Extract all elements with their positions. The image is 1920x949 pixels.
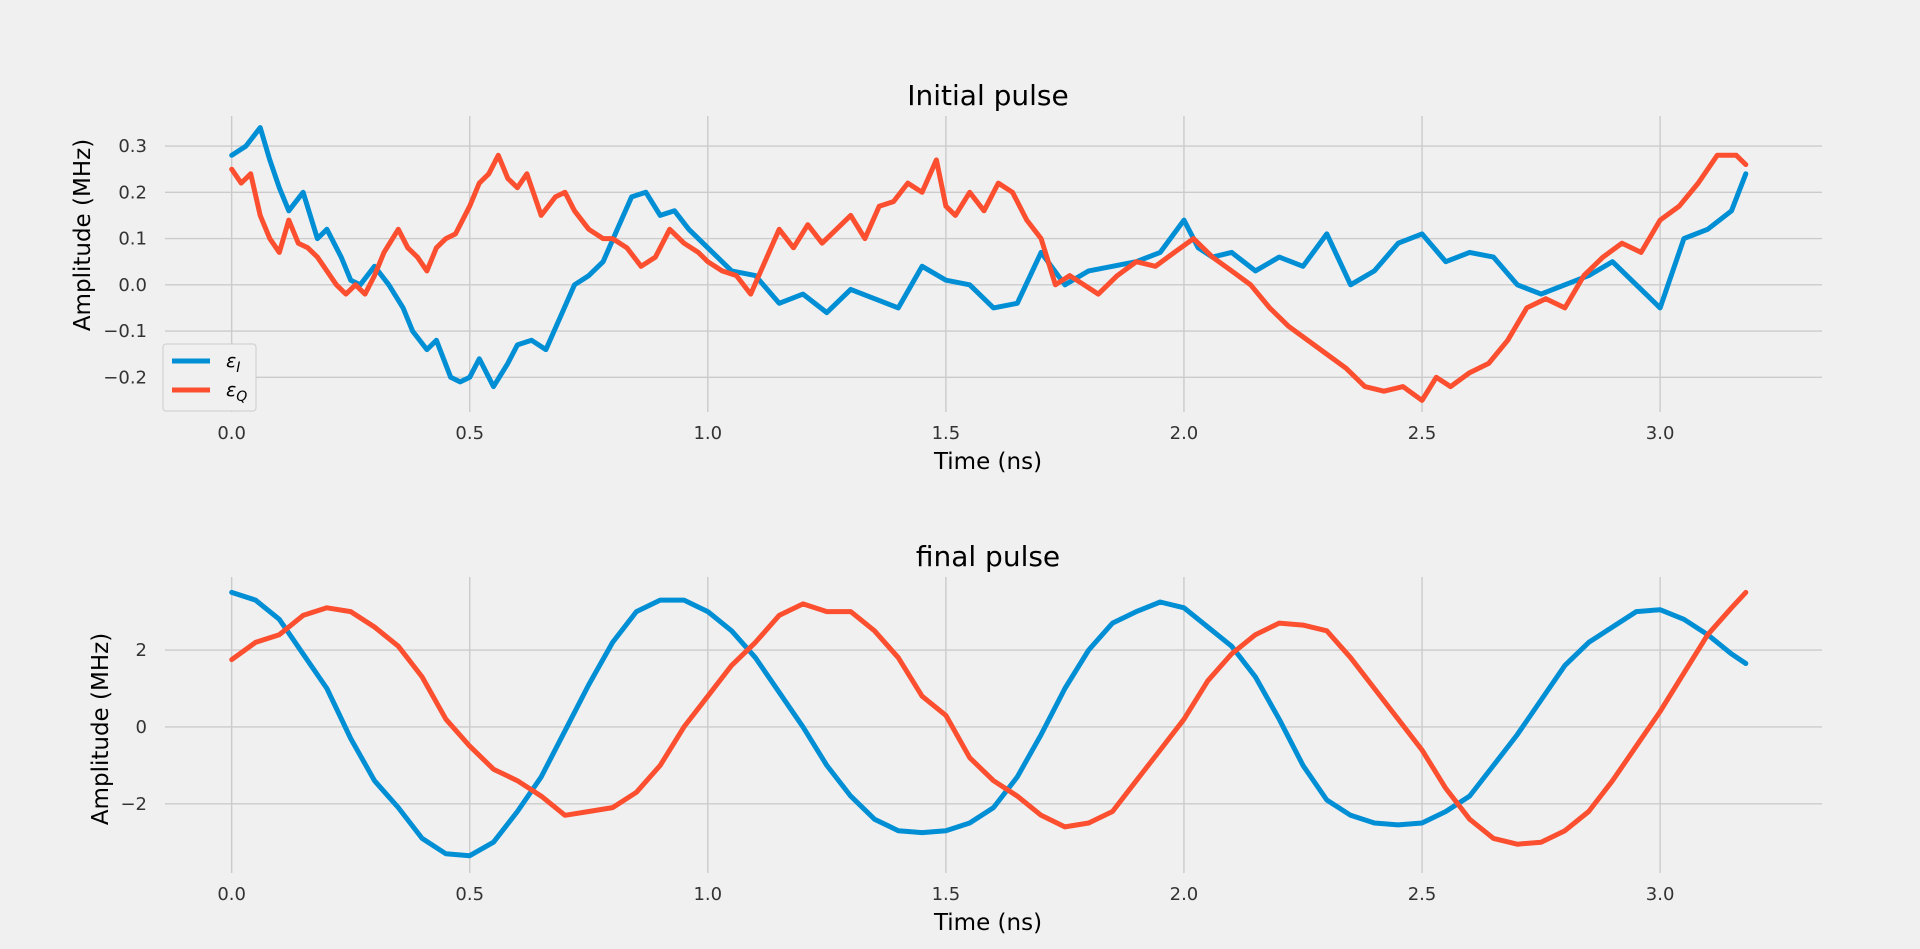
x-tick-label: 2.5: [1408, 884, 1437, 905]
y-tick-label: 0: [136, 717, 147, 738]
x-tick-label: 1.0: [693, 423, 722, 444]
series-line-i: [229, 589, 1749, 859]
series-line-q: [229, 152, 1749, 403]
x-tick-label: 0.5: [455, 423, 484, 444]
final-pulse-panel: 0.0 0.5 1.0 1.5 2.0 2.5 3.0 −2 0 2 final pulse T…: [88, 540, 1822, 936]
initial-pulse-panel: 0.0 0.5 1.0 1.5 2.0 2.5 3.0 −0.2 −0.1 0.0 0.1 0.2 0…: [70, 79, 1822, 475]
legend-entry-i: εI: [226, 350, 240, 376]
x-tick-label: 0.5: [455, 884, 484, 905]
legend: εI εQ: [162, 343, 257, 412]
series-lines: [229, 589, 1749, 859]
y-tick-labels: −0.2 −0.1 0.0 0.1 0.2 0.3: [103, 136, 147, 388]
x-tick-label: 1.5: [932, 884, 961, 905]
x-axis-label: Time (ns): [933, 449, 1042, 475]
x-tick-label: 2.5: [1408, 423, 1437, 444]
y-tick-label: −0.2: [103, 367, 147, 388]
x-tick-labels: 0.0 0.5 1.0 1.5 2.0 2.5 3.0: [217, 884, 1674, 905]
y-tick-label: 2: [136, 640, 147, 661]
series-lines: [229, 125, 1749, 403]
x-tick-label: 2.0: [1170, 884, 1199, 905]
x-tick-label: 3.0: [1646, 884, 1675, 905]
legend-entry-q: εQ: [226, 379, 247, 405]
grid: [165, 116, 1822, 412]
y-tick-label: −2: [120, 794, 147, 815]
series-line-q: [229, 589, 1749, 847]
y-tick-label: 0.2: [118, 182, 147, 203]
x-tick-labels: 0.0 0.5 1.0 1.5 2.0 2.5 3.0: [217, 423, 1674, 444]
x-tick-label: 0.0: [217, 884, 246, 905]
y-tick-label: 0.0: [118, 275, 147, 296]
grid: [165, 577, 1822, 873]
y-tick-labels: −2 0 2: [120, 640, 147, 815]
x-axis-label: Time (ns): [933, 910, 1042, 936]
chart-title: Initial pulse: [907, 79, 1069, 112]
series-line-i: [229, 125, 1749, 390]
x-tick-label: 2.0: [1170, 423, 1199, 444]
y-axis-label: Amplitude (MHz): [70, 139, 96, 331]
x-tick-label: 0.0: [217, 423, 246, 444]
y-axis-label: Amplitude (MHz): [88, 633, 114, 825]
x-tick-label: 1.5: [932, 423, 961, 444]
y-tick-label: 0.1: [118, 229, 147, 250]
x-tick-label: 1.0: [693, 884, 722, 905]
x-tick-label: 3.0: [1646, 423, 1675, 444]
y-tick-label: −0.1: [103, 321, 147, 342]
chart-title: final pulse: [916, 540, 1060, 573]
y-tick-label: 0.3: [118, 136, 147, 157]
